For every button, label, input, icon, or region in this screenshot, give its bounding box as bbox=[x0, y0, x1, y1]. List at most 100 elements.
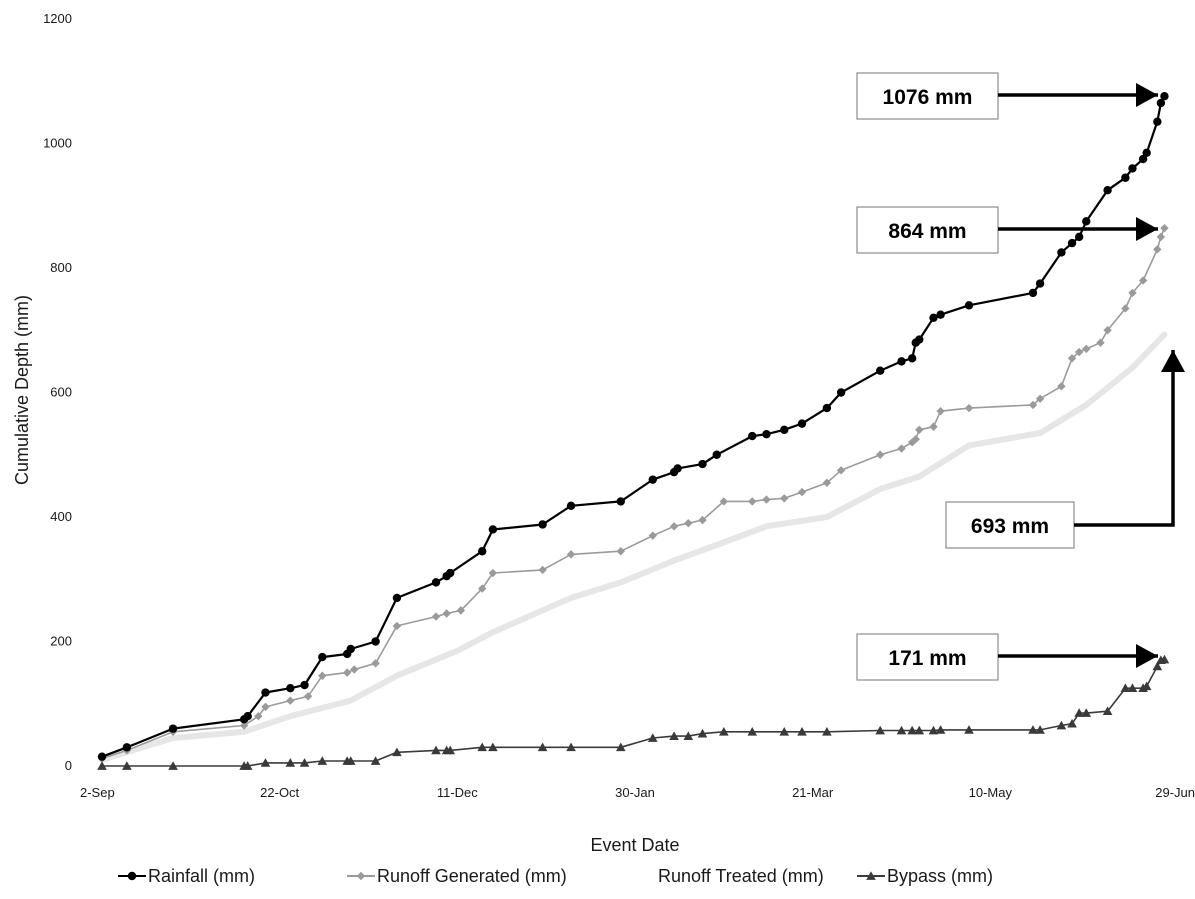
data-point bbox=[1067, 238, 1077, 248]
data-point bbox=[456, 606, 466, 615]
data-point bbox=[928, 725, 939, 735]
callout-label: 171 mm bbox=[888, 647, 966, 670]
callout-box bbox=[856, 633, 999, 681]
data-point bbox=[1067, 354, 1077, 363]
data-point bbox=[1074, 232, 1084, 242]
y-axis-ticks: 0 200 400 600 800 1000 1200 bbox=[43, 11, 72, 773]
data-point bbox=[1141, 681, 1152, 691]
series-3 bbox=[97, 654, 1170, 770]
data-point bbox=[647, 733, 658, 742]
data-point bbox=[488, 742, 498, 752]
legend-swatch-marker bbox=[866, 871, 876, 880]
data-point bbox=[762, 430, 771, 439]
data-point bbox=[648, 475, 657, 484]
data-point bbox=[239, 721, 249, 730]
data-point bbox=[616, 547, 625, 556]
legend-swatch-marker bbox=[127, 871, 137, 881]
data-point bbox=[748, 497, 757, 506]
data-point bbox=[1103, 185, 1112, 195]
data-point bbox=[1035, 279, 1045, 288]
data-point bbox=[964, 403, 974, 413]
data-point bbox=[780, 494, 789, 503]
data-point bbox=[897, 357, 906, 366]
data-point bbox=[1156, 232, 1166, 242]
data-point bbox=[286, 683, 295, 693]
data-point bbox=[478, 584, 487, 593]
data-point bbox=[1081, 708, 1092, 717]
data-point bbox=[1067, 718, 1077, 728]
data-point bbox=[875, 450, 885, 459]
data-point bbox=[1082, 217, 1091, 226]
data-point bbox=[698, 515, 707, 525]
data-point bbox=[371, 659, 380, 668]
data-point bbox=[446, 568, 455, 578]
data-point bbox=[431, 612, 441, 621]
data-point bbox=[300, 680, 309, 690]
data-point bbox=[684, 519, 693, 528]
data-point bbox=[1160, 223, 1169, 233]
data-point bbox=[683, 731, 694, 740]
data-point bbox=[1121, 304, 1130, 313]
data-point bbox=[964, 725, 974, 734]
x-tick-label: 22-Oct bbox=[260, 785, 299, 800]
data-point bbox=[260, 758, 271, 767]
data-point bbox=[537, 742, 548, 752]
arrow-head bbox=[1136, 83, 1158, 107]
data-point bbox=[1028, 725, 1038, 734]
legend-label: Rainfall (mm) bbox=[148, 866, 255, 886]
data-point bbox=[1057, 248, 1066, 257]
data-point bbox=[1074, 708, 1084, 717]
data-point bbox=[286, 696, 295, 705]
data-point bbox=[370, 756, 381, 765]
data-point bbox=[822, 726, 832, 736]
data-point bbox=[748, 431, 757, 441]
data-point bbox=[836, 388, 846, 397]
data-point bbox=[317, 756, 328, 765]
data-point bbox=[762, 495, 771, 504]
data-point bbox=[1160, 91, 1169, 101]
data-point bbox=[122, 761, 132, 770]
data-point bbox=[911, 434, 920, 444]
data-point bbox=[1128, 288, 1137, 298]
data-point bbox=[616, 497, 625, 506]
data-point bbox=[1028, 400, 1038, 410]
data-point bbox=[896, 725, 907, 735]
data-point bbox=[719, 497, 729, 506]
data-point bbox=[566, 550, 576, 559]
data-point bbox=[168, 761, 178, 770]
data-point bbox=[1074, 347, 1084, 357]
legend-item: Runoff Treated (mm) bbox=[658, 866, 824, 886]
data-point bbox=[445, 745, 456, 755]
data-point bbox=[318, 671, 327, 680]
legend-item: Runoff Generated (mm) bbox=[347, 866, 567, 886]
legend-label: Runoff Generated (mm) bbox=[377, 866, 567, 886]
data-point bbox=[1153, 245, 1162, 254]
data-point bbox=[261, 702, 270, 712]
data-point bbox=[566, 501, 576, 510]
data-point bbox=[1120, 683, 1131, 693]
series-0 bbox=[97, 91, 1169, 761]
x-axis-ticks: 2-Sep 22-Oct 11-Dec 30-Jan 21-Mar 10-May 29-Ju… bbox=[80, 785, 1195, 800]
data-point bbox=[1028, 288, 1038, 298]
data-point bbox=[697, 728, 708, 738]
data-point bbox=[1103, 326, 1112, 335]
callout: 864 mm bbox=[856, 206, 1158, 254]
data-point bbox=[488, 525, 498, 534]
legend-label: Bypass (mm) bbox=[887, 866, 993, 886]
series-1 bbox=[97, 223, 1169, 763]
callout-box bbox=[945, 501, 1075, 549]
data-point bbox=[566, 742, 576, 752]
data-point bbox=[168, 724, 178, 733]
data-point bbox=[964, 301, 974, 310]
data-point bbox=[1138, 276, 1148, 285]
data-point bbox=[822, 478, 832, 487]
data-point bbox=[1102, 706, 1113, 716]
data-point bbox=[915, 425, 924, 435]
data-point bbox=[780, 425, 789, 435]
data-point bbox=[1035, 394, 1045, 403]
data-point bbox=[669, 731, 679, 740]
y-tick-label: 400 bbox=[50, 509, 72, 524]
data-point bbox=[478, 547, 487, 556]
data-point bbox=[907, 354, 917, 363]
